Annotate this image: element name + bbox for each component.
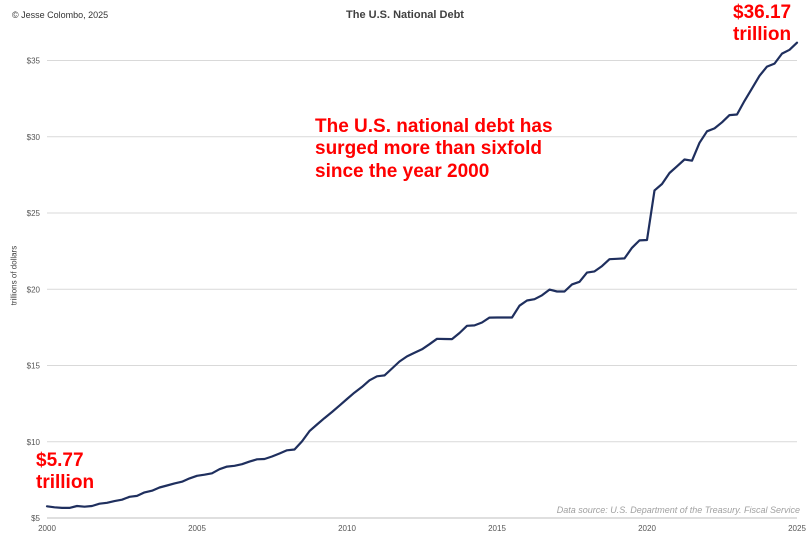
x-tick-label: 2015 <box>488 524 506 533</box>
data-source-note: Data source: U.S. Department of the Trea… <box>556 505 800 515</box>
y-tick-label: $5 <box>31 514 40 523</box>
headline-line-2: surged more than sixfold <box>315 138 542 160</box>
chart-title: The U.S. National Debt <box>346 9 464 21</box>
end-unit: trillion <box>733 24 792 46</box>
y-tick-label: $35 <box>27 57 41 66</box>
x-axis-ticks: 2000 2005 2010 2015 2020 2025 <box>38 524 806 533</box>
start-value-annotation: $5.77 trillion <box>36 450 136 495</box>
x-tick-label: 2000 <box>38 524 56 533</box>
x-tick-label: 2005 <box>188 524 206 533</box>
y-axis-ticks: $5 $10 $15 $20 $25 $30 $35 <box>27 57 41 524</box>
end-value-annotation: $36.17 trillion <box>733 2 810 47</box>
y-axis-label: trillions of dollars <box>9 245 19 306</box>
end-value: $36.17 <box>733 2 792 23</box>
y-tick-label: $10 <box>27 438 41 447</box>
headline-line-1: The U.S. national debt has <box>315 116 553 137</box>
gridlines <box>47 60 797 443</box>
copyright-credit: © Jesse Colombo, 2025 <box>12 10 109 20</box>
series-layer <box>45 41 799 509</box>
x-tick-label: 2010 <box>338 524 356 533</box>
start-unit: trillion <box>36 472 95 494</box>
x-tick-label: 2025 <box>788 524 806 533</box>
y-tick-label: $20 <box>27 285 41 294</box>
headline-line-3: since the year 2000 <box>315 160 490 182</box>
headline-annotation: The U.S. national debt has surged more t… <box>315 116 575 183</box>
start-value: $5.77 <box>36 450 84 471</box>
y-tick-label: $30 <box>27 133 41 142</box>
debt-series-line <box>45 41 799 509</box>
x-tick-label: 2020 <box>638 524 656 533</box>
y-tick-label: $25 <box>27 209 41 218</box>
y-tick-label: $15 <box>27 362 41 371</box>
